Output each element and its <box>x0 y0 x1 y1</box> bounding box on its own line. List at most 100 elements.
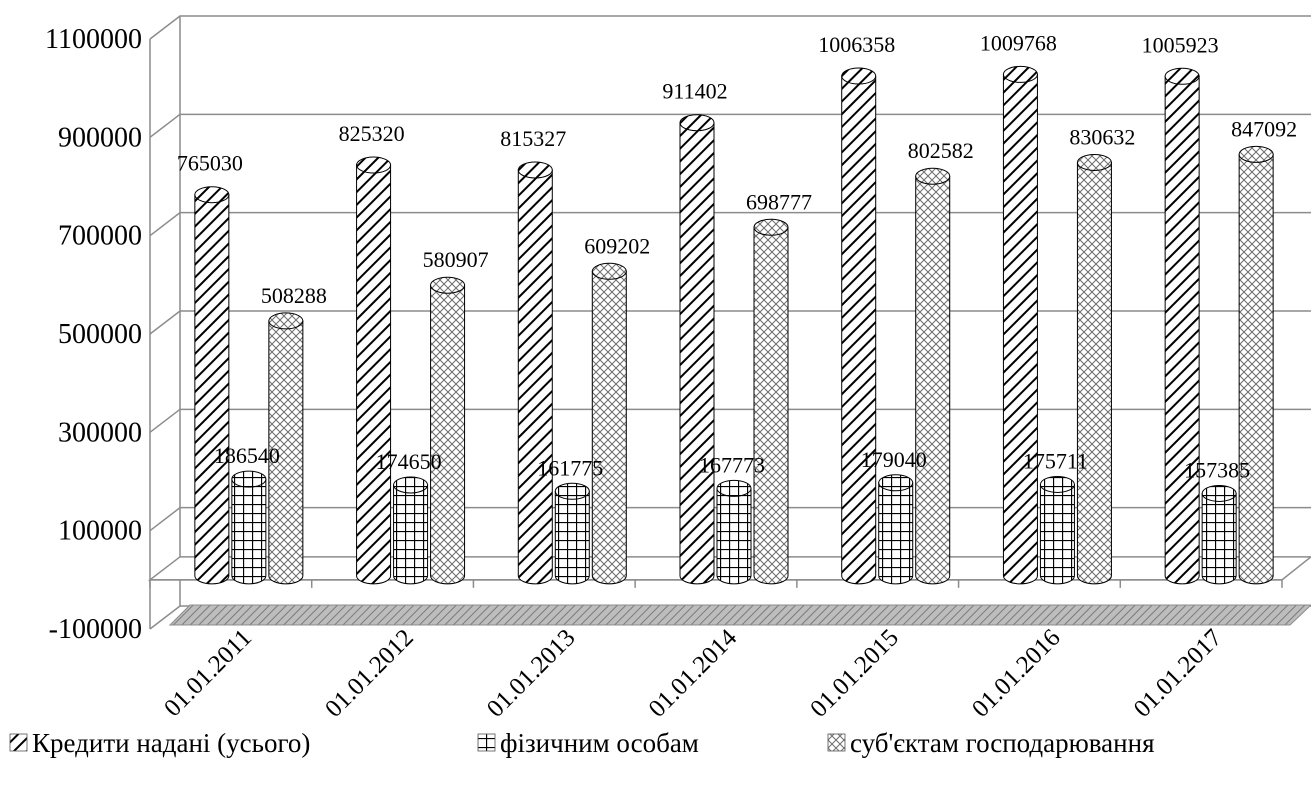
data-label: 167773 <box>699 452 765 477</box>
bar-body <box>194 194 230 585</box>
data-label: 698777 <box>746 189 812 214</box>
gridline <box>149 15 1311 40</box>
y-tick-label: 900000 <box>58 122 142 153</box>
y-tick-label: 1100000 <box>45 24 142 55</box>
data-label: 609202 <box>584 233 650 258</box>
data-label: 174650 <box>376 449 442 474</box>
bar-cap <box>194 186 230 204</box>
bar-body <box>356 164 392 585</box>
bar-cap <box>1076 153 1112 171</box>
x-tick-label: 01.01.2014 <box>644 624 743 723</box>
bar-cap <box>393 476 429 494</box>
gridline <box>149 408 1311 433</box>
bar-cap <box>1201 484 1237 502</box>
bar <box>356 156 392 585</box>
bar-body <box>393 484 429 585</box>
data-label: 179040 <box>861 447 927 472</box>
data-label: 580907 <box>423 247 489 272</box>
bar-cap <box>554 482 590 500</box>
bar <box>1238 145 1274 585</box>
bar <box>878 474 914 585</box>
bar-cap <box>591 262 627 280</box>
bar-body <box>231 478 267 585</box>
bar-cap <box>356 156 392 174</box>
data-label: 1005923 <box>1142 32 1219 57</box>
bar-body <box>753 226 789 585</box>
y-tick-label: -100000 <box>49 614 142 645</box>
x-tick-label: 01.01.2015 <box>805 624 904 723</box>
bar-body <box>1238 153 1274 585</box>
data-label: 186540 <box>214 443 280 468</box>
bar-body <box>878 482 914 585</box>
data-label: 830632 <box>1069 124 1135 149</box>
bar-body <box>268 320 304 585</box>
x-axis-tick-labels: 01.01.2011 01.01.2012 01.01.2013 01.01.2014… <box>159 624 1227 723</box>
bar-cap <box>430 276 466 294</box>
legend-label: суб'єктам господарювання <box>850 728 1155 758</box>
bar <box>430 276 466 585</box>
y-tick-label: 500000 <box>58 319 142 350</box>
bar-body <box>1201 492 1237 585</box>
data-label: 825320 <box>339 121 405 146</box>
bar-cap <box>841 67 877 85</box>
bar-cap <box>1238 145 1274 163</box>
bar <box>393 476 429 585</box>
bar-body <box>679 122 715 585</box>
data-labels: 765030 186540 508288 825320 174650 580907 8153… <box>177 30 1297 482</box>
bar-cap <box>1039 475 1075 493</box>
bar-cap <box>1164 67 1200 85</box>
bar <box>1164 67 1200 585</box>
floor-slab <box>168 604 1311 626</box>
data-label: 175711 <box>1023 448 1088 473</box>
legend: Кредити надані (усього) фізичним особам су… <box>9 728 1155 758</box>
x-tick-label: 01.01.2011 <box>159 624 257 722</box>
y-tick-label: 300000 <box>58 417 142 448</box>
bar <box>841 67 877 585</box>
bar-body <box>517 169 553 585</box>
bars <box>194 65 1274 585</box>
x-tick-label: 01.01.2012 <box>320 624 419 723</box>
x-tick-label: 01.01.2013 <box>482 624 581 723</box>
bar-cap <box>878 474 914 492</box>
bar <box>554 482 590 585</box>
bar-body <box>1002 73 1038 585</box>
bar <box>716 479 752 585</box>
bar-cap <box>268 312 304 330</box>
bar-body <box>554 490 590 585</box>
y-tick-label: 100000 <box>58 516 142 547</box>
bar-body <box>1164 75 1200 585</box>
data-label: 847092 <box>1231 116 1297 141</box>
legend-swatch <box>9 733 28 752</box>
data-label: 911402 <box>662 79 727 104</box>
x-tick-label: 01.01.2016 <box>967 624 1066 723</box>
legend-swatch <box>477 733 496 752</box>
bar <box>1039 475 1075 585</box>
bar <box>231 470 267 585</box>
bar <box>268 312 304 585</box>
bar-cap <box>679 114 715 132</box>
x-tick-label: 01.01.2017 <box>1129 624 1228 723</box>
legend-label: фізичним особам <box>500 728 699 758</box>
legend-item: Кредити надані (усього) <box>9 728 310 758</box>
bar-body <box>915 175 951 585</box>
data-label: 161775 <box>537 455 603 480</box>
legend-item: фізичним особам <box>477 728 699 758</box>
bar-body <box>430 284 466 585</box>
bar-cap <box>915 167 951 185</box>
data-label: 1006358 <box>818 32 895 57</box>
y-axis-tick-labels: 1100000 900000 700000 500000 300000 100000 -10… <box>45 24 142 645</box>
gridline <box>149 211 1311 237</box>
data-label: 802582 <box>908 138 974 163</box>
bar <box>1002 65 1038 585</box>
bar <box>679 114 715 585</box>
data-label: 815327 <box>500 126 566 151</box>
bar-cap <box>517 161 553 179</box>
bar <box>915 167 951 585</box>
gridline <box>149 113 1311 138</box>
bar <box>753 218 789 585</box>
data-label: 765030 <box>177 151 243 176</box>
bar-body <box>591 270 627 585</box>
bar-cap <box>716 479 752 497</box>
bar <box>1201 484 1237 585</box>
